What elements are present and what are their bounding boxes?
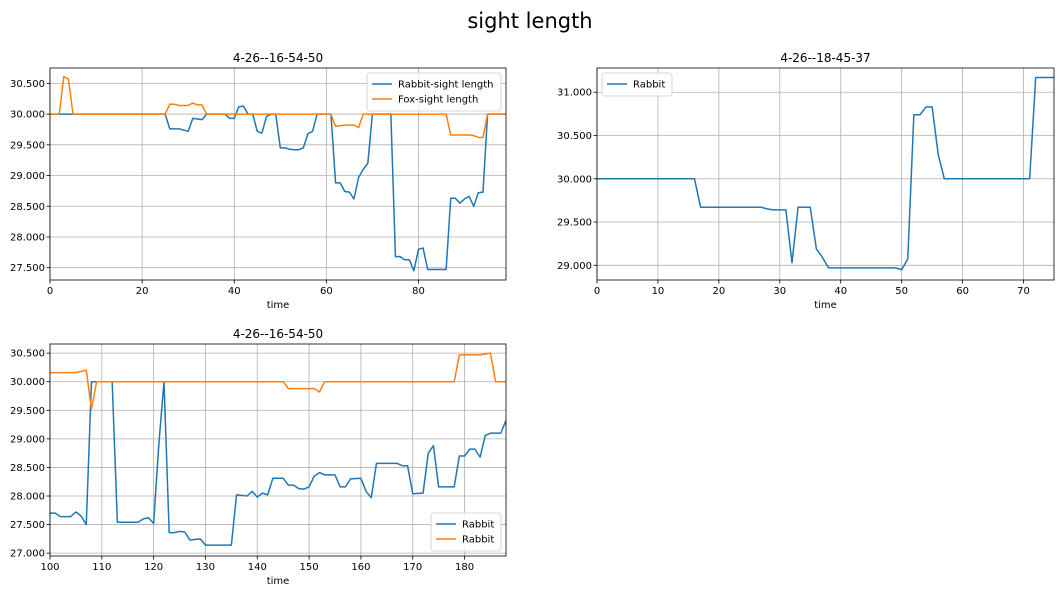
legend-label: Rabbit — [462, 520, 494, 531]
y-tick-label: 30.000 — [10, 377, 45, 388]
series-line-1 — [50, 380, 506, 546]
legend: Rabbit — [601, 72, 673, 97]
x-tick-label: 180 — [455, 562, 474, 573]
x-tick-label: 150 — [300, 562, 319, 573]
y-tick-label: 31.000 — [557, 88, 592, 99]
subplot-title: 4-26--16-54-50 — [233, 51, 323, 65]
legend-label: Fox-sight length — [398, 95, 478, 106]
x-tick-label: 10 — [652, 286, 665, 297]
y-tick-label: 28.000 — [10, 492, 45, 503]
series-line-1 — [50, 105, 506, 272]
series-line-1 — [597, 76, 1054, 271]
x-tick-label: 20 — [136, 286, 149, 297]
figure-title: sight length — [467, 9, 593, 33]
x-tick-label: 130 — [196, 562, 215, 573]
subplot-2: 0 10 20 30 40 50 60 70 29.000 29.500 30.000 30.500 3… — [557, 51, 1055, 311]
x-tick-label: 0 — [594, 286, 600, 297]
y-tick-label: 29.000 — [10, 434, 45, 445]
x-tick-label: 50 — [895, 286, 908, 297]
y-tick-label: 27.500 — [10, 520, 45, 531]
legend-box — [430, 512, 502, 552]
x-tick-label: 30 — [773, 286, 786, 297]
x-tick-label: 40 — [834, 286, 847, 297]
series-line-2 — [50, 352, 506, 410]
y-tick-label: 30.000 — [10, 110, 45, 121]
x-tick-label: 100 — [40, 562, 59, 573]
y-tick-label: 29.000 — [557, 261, 592, 272]
y-tick-label: 28.000 — [10, 232, 45, 243]
legend-box — [366, 72, 502, 112]
legend-label: Rabbit — [462, 535, 494, 546]
plot-frame — [49, 343, 507, 557]
x-axis-label: time — [814, 300, 837, 311]
plot-frame — [49, 67, 507, 281]
x-tick-label: 80 — [412, 286, 425, 297]
legend-label: Rabbit — [633, 80, 665, 91]
legend-label: Rabbit-sight length — [398, 80, 494, 91]
x-tick-label: 160 — [351, 562, 370, 573]
legend: Rabbit-sight length Fox-sight length — [366, 72, 502, 112]
y-tick-label: 28.500 — [10, 463, 45, 474]
y-tick-label: 30.500 — [10, 79, 45, 90]
y-tick-label: 28.500 — [10, 202, 45, 213]
subplot-3: 100 110 120 130 140 150 160 170 180 27.000 27.500 2… — [10, 327, 507, 587]
legend-box — [601, 72, 673, 97]
x-tick-label: 0 — [47, 286, 53, 297]
x-axis-label: time — [267, 576, 290, 587]
y-tick-label: 29.500 — [557, 218, 592, 229]
y-tick-label: 29.000 — [10, 171, 45, 182]
series-line-2 — [50, 75, 506, 139]
x-tick-label: 140 — [248, 562, 267, 573]
y-tick-label: 27.000 — [10, 549, 45, 560]
plot-frame — [596, 67, 1055, 281]
x-tick-label: 170 — [403, 562, 422, 573]
y-tick-label: 29.500 — [10, 140, 45, 151]
x-tick-label: 40 — [228, 286, 241, 297]
x-tick-label: 120 — [144, 562, 163, 573]
subplot-title: 4-26--16-54-50 — [233, 327, 323, 341]
x-tick-label: 60 — [320, 286, 333, 297]
x-tick-label: 70 — [1017, 286, 1030, 297]
legend: Rabbit Rabbit — [430, 512, 502, 552]
y-tick-label: 30.500 — [10, 349, 45, 360]
y-tick-label: 29.500 — [10, 406, 45, 417]
y-tick-label: 27.500 — [10, 263, 45, 274]
x-tick-label: 110 — [92, 562, 111, 573]
y-tick-label: 30.500 — [557, 131, 592, 142]
subplot-1: 0 20 40 60 80 27.500 28.000 28.500 29.000 29.500 3… — [10, 51, 507, 311]
x-axis-label: time — [267, 300, 290, 311]
x-tick-label: 60 — [956, 286, 969, 297]
subplot-title: 4-26--18-45-37 — [780, 51, 870, 65]
x-tick-label: 20 — [712, 286, 725, 297]
y-tick-label: 30.000 — [557, 174, 592, 185]
